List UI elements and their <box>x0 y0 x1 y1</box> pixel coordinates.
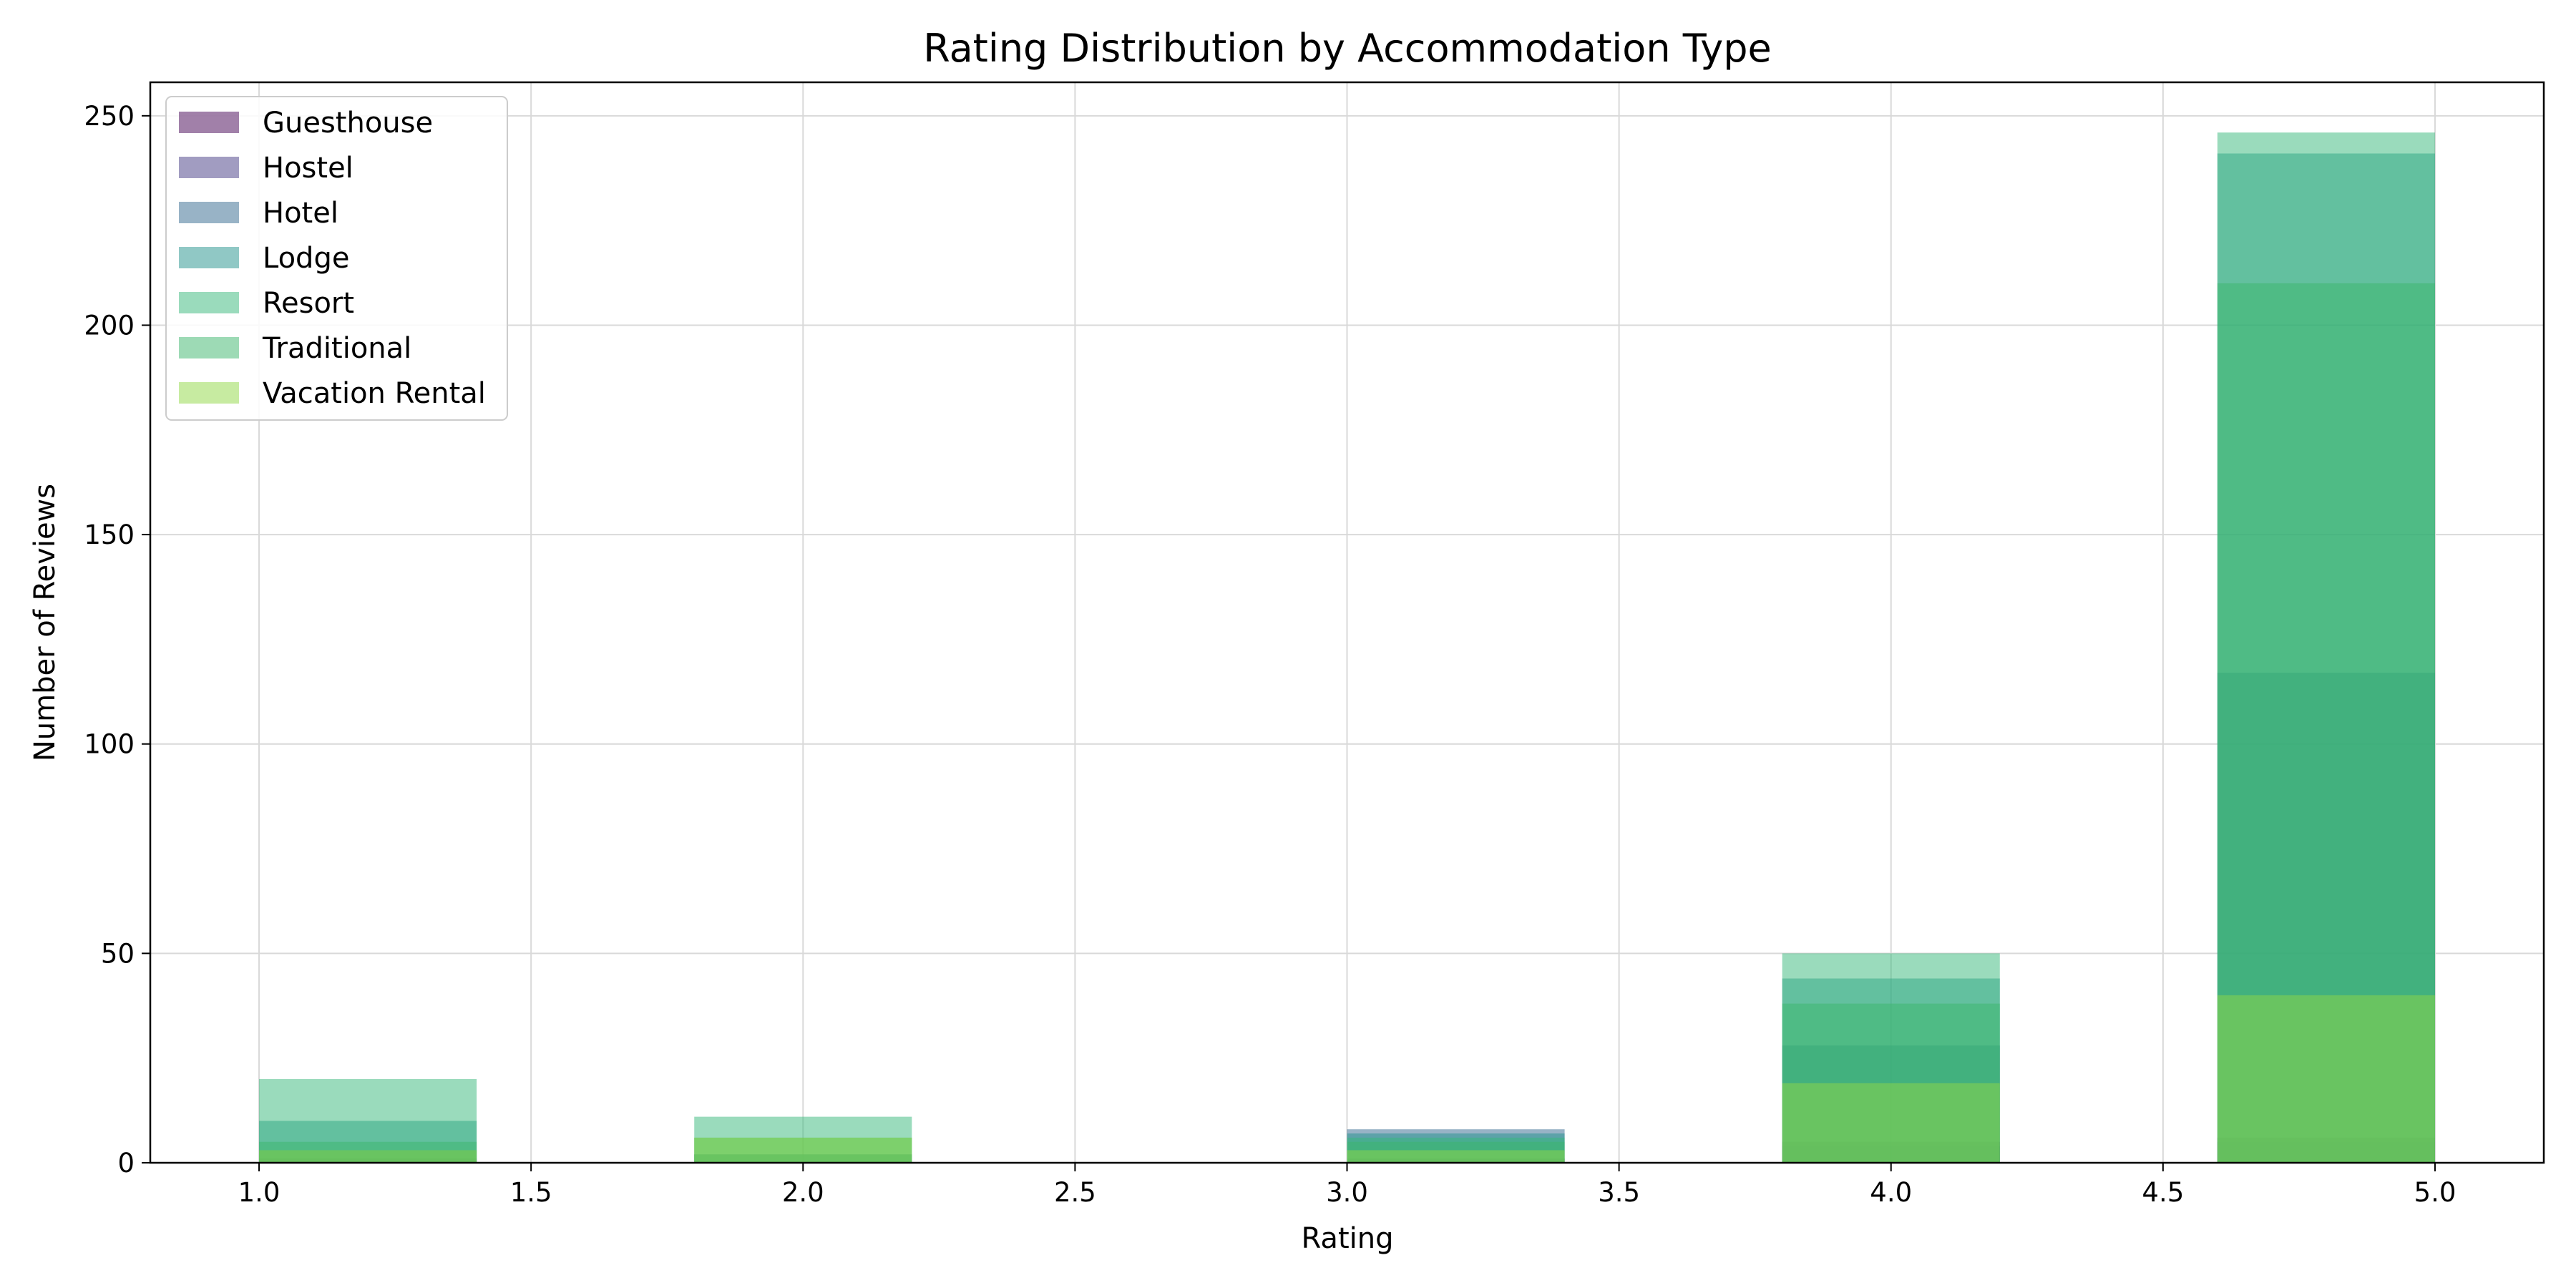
y-tick-label: 250 <box>84 101 135 132</box>
bar-vacation-rental <box>1347 1150 1565 1163</box>
bar-vacation-rental <box>1782 1083 2000 1163</box>
legend-label: Hotel <box>263 197 338 230</box>
x-tick-label: 2.0 <box>782 1177 824 1208</box>
x-axis-ticks: 1.0 1.5 2.0 2.5 3.0 3.5 4.0 4.5 5.0 <box>238 1163 2457 1208</box>
x-tick-label: 3.5 <box>1598 1177 1640 1208</box>
bar-vacation-rental <box>2217 995 2435 1163</box>
legend-label: Hostel <box>263 152 353 185</box>
x-axis-label: Rating <box>1302 1222 1394 1255</box>
legend-label: Traditional <box>262 332 411 365</box>
legend-label: Guesthouse <box>263 107 433 140</box>
y-tick-label: 50 <box>101 938 135 969</box>
legend-label: Vacation Rental <box>263 377 486 410</box>
legend-swatch <box>179 202 239 223</box>
y-tick-label: 0 <box>117 1148 135 1179</box>
legend-swatch <box>179 337 239 358</box>
bar-vacation-rental <box>259 1150 477 1163</box>
bar-vacation-rental <box>694 1137 912 1163</box>
legend-swatch <box>179 112 239 133</box>
x-tick-label: 4.0 <box>1870 1177 1912 1208</box>
x-tick-label: 1.0 <box>238 1177 280 1208</box>
y-tick-label: 200 <box>84 310 135 341</box>
bars-layer <box>259 132 2435 1163</box>
y-tick-label: 150 <box>84 519 135 550</box>
legend-label: Lodge <box>263 242 349 275</box>
legend-swatch <box>179 247 239 268</box>
y-axis-ticks: 0 50 100 150 200 250 <box>84 101 150 1179</box>
x-tick-label: 2.5 <box>1054 1177 1096 1208</box>
chart-title: Rating Distribution by Accommodation Typ… <box>923 26 1772 71</box>
x-tick-label: 3.0 <box>1326 1177 1368 1208</box>
legend: Guesthouse Hostel Hotel Lodge Resort Traditio… <box>165 96 508 421</box>
y-tick-label: 100 <box>84 729 135 760</box>
x-tick-label: 1.5 <box>510 1177 552 1208</box>
x-tick-label: 5.0 <box>2414 1177 2457 1208</box>
legend-box <box>165 96 508 421</box>
legend-swatch <box>179 157 239 178</box>
legend-swatch <box>179 382 239 404</box>
y-axis-label: Number of Reviews <box>29 484 62 761</box>
x-tick-label: 4.5 <box>2142 1177 2184 1208</box>
legend-swatch <box>179 292 239 313</box>
legend-label: Resort <box>263 287 354 320</box>
